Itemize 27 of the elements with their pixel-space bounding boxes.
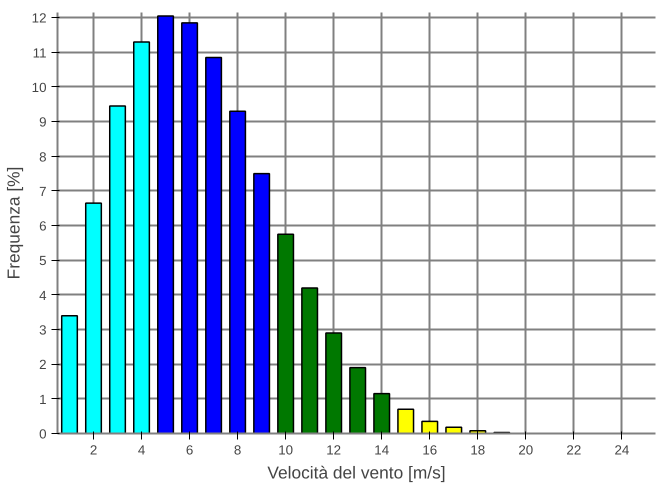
x-axis-title: Velocità del vento [m/s] xyxy=(267,462,446,482)
y-tick-label: 10 xyxy=(32,80,47,95)
x-tick-label: 16 xyxy=(422,442,438,458)
x-tick-label: 10 xyxy=(278,442,294,458)
y-axis-title: Frequenza [%] xyxy=(4,166,24,280)
x-tick-label: 24 xyxy=(614,442,630,458)
x-tick-label: 18 xyxy=(470,442,486,458)
y-tick-label: 9 xyxy=(39,114,47,130)
x-tick-label: 8 xyxy=(234,442,242,458)
y-tick-label: 12 xyxy=(32,10,47,26)
x-tick-label: 14 xyxy=(374,442,390,458)
x-tick-label: 12 xyxy=(326,442,342,458)
x-tick-label: 4 xyxy=(138,442,146,458)
y-tick-label: 11 xyxy=(32,45,47,60)
x-tick-label: 6 xyxy=(186,442,194,458)
y-tick-label: 7 xyxy=(39,184,47,199)
y-tick-label: 5 xyxy=(39,253,47,268)
y-tick-label: 6 xyxy=(39,218,47,234)
y-tick-label: 2 xyxy=(39,357,47,372)
x-tick-label: 20 xyxy=(518,442,534,458)
y-tick-label: 1 xyxy=(39,392,47,407)
y-tick-label: 4 xyxy=(39,288,48,303)
x-tick-label: 22 xyxy=(566,442,582,458)
y-tick-label: 0 xyxy=(39,426,47,442)
y-tick-label: 8 xyxy=(39,149,47,164)
x-tick-label: 2 xyxy=(90,442,98,458)
y-tick-label: 3 xyxy=(39,322,47,338)
